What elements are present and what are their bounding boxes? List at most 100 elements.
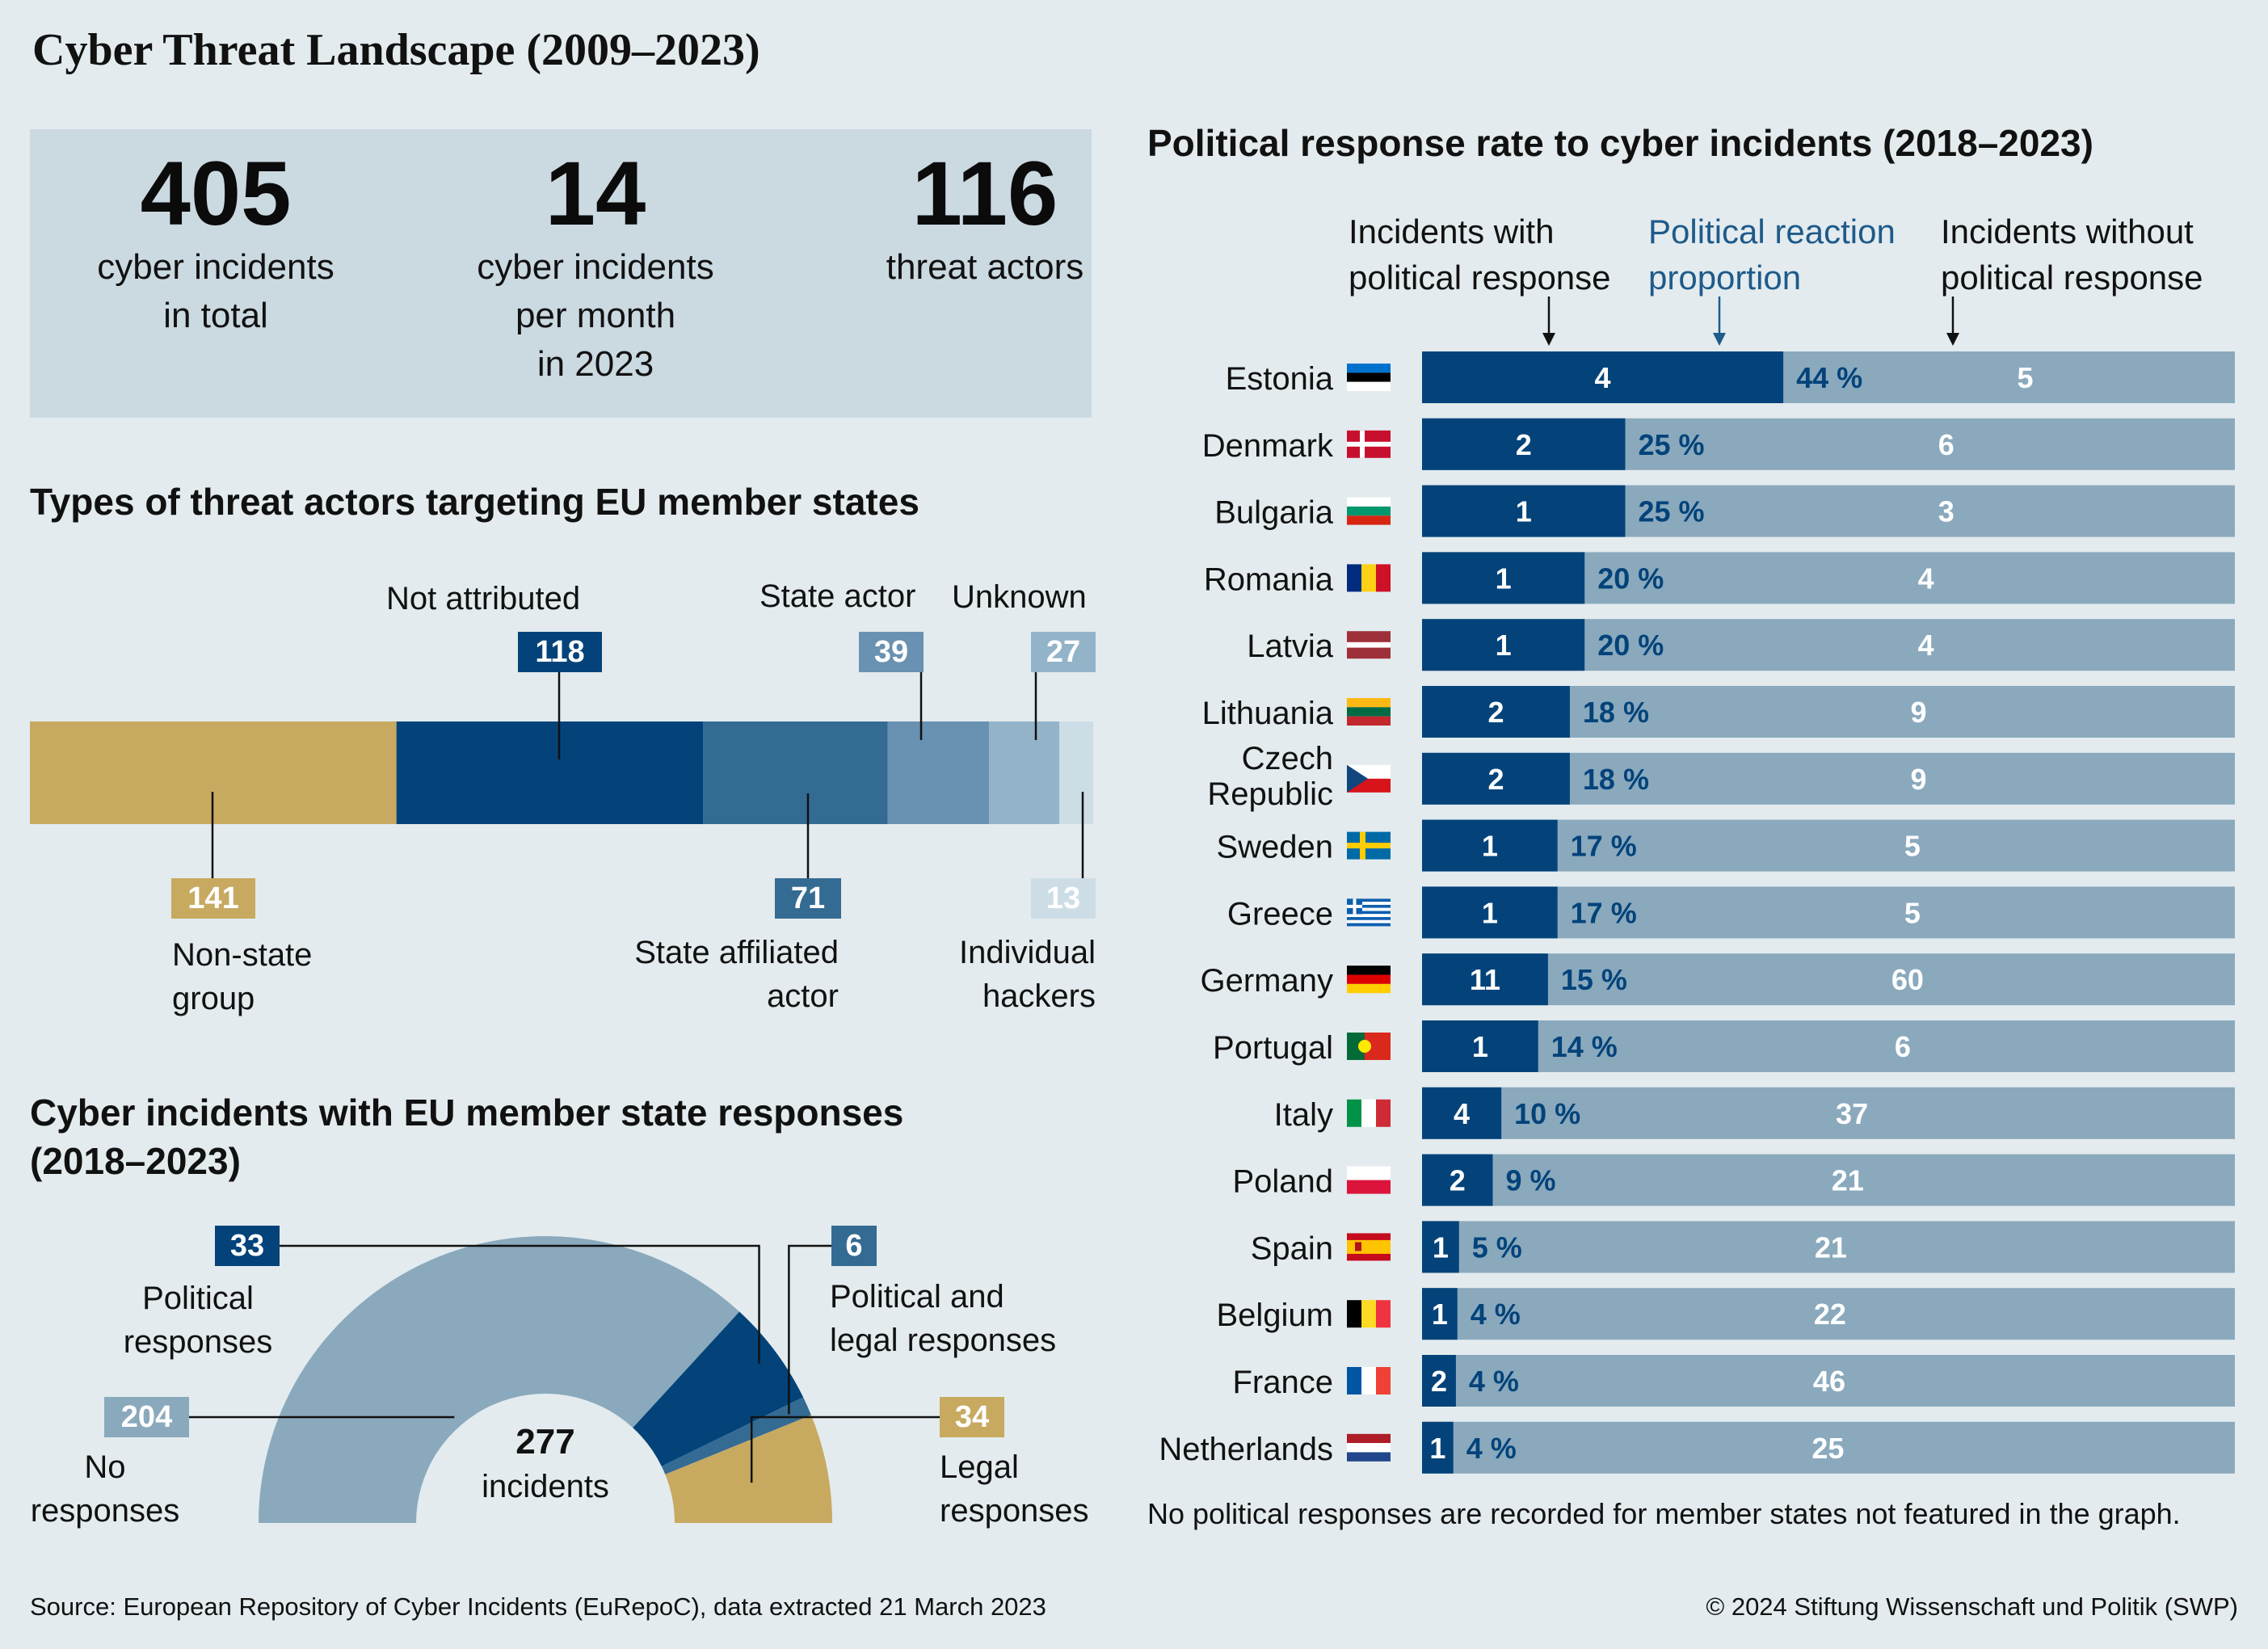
copyright-note: © 2024 Stiftung Wissenschaft und Politik… bbox=[1706, 1592, 2238, 1621]
responses-donut-svg bbox=[189, 1235, 940, 1523]
value-without-sweden: 5 bbox=[1904, 830, 1921, 863]
value-proportion-portugal: 14 % bbox=[1551, 1030, 1618, 1063]
label-individual-hackers: Individual hackers bbox=[958, 935, 1096, 1015]
country-label-latvia: Latvia bbox=[1247, 629, 1333, 664]
source-note: Source: European Repository of Cyber Inc… bbox=[30, 1592, 1046, 1621]
flag-icon-romania bbox=[1347, 564, 1391, 592]
value-label-no-responses: 204 bbox=[104, 1397, 189, 1437]
country-label-netherlands: Netherlands bbox=[1159, 1432, 1333, 1467]
bar-segment-state-actor bbox=[887, 721, 990, 824]
value-proportion-germany: 15 % bbox=[1561, 963, 1627, 996]
leader-line-political-responses bbox=[280, 1244, 760, 1364]
value-with-italy: 4 bbox=[1454, 1097, 1470, 1130]
stats-panel: 405 cyber incidents in total 14 cyber in… bbox=[30, 129, 1092, 418]
donut-slice-political-responses bbox=[633, 1311, 804, 1466]
bar-without-belgium bbox=[1422, 1288, 2235, 1340]
bar-with-lithuania bbox=[1422, 686, 1570, 738]
row-latvia: 1 20 % 4 Latvia bbox=[1247, 619, 2235, 671]
value-without-italy: 37 bbox=[1836, 1097, 1868, 1130]
row-spain: 1 5 % 21 Spain bbox=[1251, 1221, 2235, 1273]
value-with-poland: 2 bbox=[1450, 1164, 1466, 1197]
stat-label: cyber incidents per month in 2023 bbox=[477, 246, 714, 384]
country-label-belgium: Belgium bbox=[1216, 1298, 1333, 1333]
flag-icon-czech-republic bbox=[1347, 764, 1391, 793]
row-italy: 4 10 % 37 Italy bbox=[1274, 1087, 2235, 1139]
flag-icon-spain bbox=[1347, 1233, 1391, 1261]
bar-without-italy bbox=[1422, 1087, 2235, 1139]
leader-line-political-and-legal bbox=[788, 1244, 831, 1415]
threat-actors-bar-svg bbox=[30, 653, 1093, 878]
flag-icon-latvia bbox=[1347, 631, 1391, 659]
threat-actors-title: Types of threat actors targeting EU memb… bbox=[30, 481, 919, 523]
bar-with-spain bbox=[1422, 1221, 1459, 1273]
value-with-romania: 1 bbox=[1496, 562, 1512, 595]
value-with-portugal: 1 bbox=[1472, 1030, 1488, 1063]
value-proportion-denmark: 25 % bbox=[1639, 428, 1705, 461]
row-germany: 11 15 % 60 Germany bbox=[1201, 953, 2235, 1006]
response-rate-footnote: No political responses are recorded for … bbox=[1147, 1497, 2181, 1530]
bar-segment-state-affiliated-actor bbox=[703, 721, 888, 824]
header-reaction-proportion: Political reaction proportion bbox=[1648, 212, 1896, 297]
value-proportion-latvia: 20 % bbox=[1597, 629, 1664, 662]
label-state-actor: State actor bbox=[760, 578, 916, 614]
value-label-non-state-group: 141 bbox=[171, 878, 255, 919]
bar-without-netherlands bbox=[1422, 1421, 2235, 1474]
value-proportion-bulgaria: 25 % bbox=[1639, 495, 1705, 528]
country-label-greece: Greece bbox=[1227, 896, 1333, 932]
row-lithuania: 2 18 % 9 Lithuania bbox=[1202, 686, 2235, 738]
bar-with-denmark bbox=[1422, 418, 1626, 470]
stat-value: 14 bbox=[545, 143, 646, 244]
country-label-portugal: Portugal bbox=[1213, 1030, 1333, 1066]
bar-with-sweden bbox=[1422, 819, 1558, 872]
row-sweden: 1 17 % 5 Sweden bbox=[1216, 819, 2235, 872]
country-label-lithuania: Lithuania bbox=[1202, 696, 1334, 731]
bar-with-greece bbox=[1422, 886, 1558, 939]
value-with-bulgaria: 1 bbox=[1516, 495, 1532, 528]
value-label-not-attributed: 118 bbox=[518, 632, 602, 672]
bar-with-poland bbox=[1422, 1154, 1493, 1206]
stat-threat-actors: 116 threat actors bbox=[815, 145, 1155, 292]
value-proportion-italy: 10 % bbox=[1514, 1097, 1580, 1130]
bar-with-czech-republic bbox=[1422, 752, 1570, 805]
stat-label: cyber incidents in total bbox=[97, 246, 335, 335]
bar-with-bulgaria bbox=[1422, 485, 1626, 537]
label-legal-responses: Legal responses bbox=[940, 1449, 1089, 1529]
bar-without-spain bbox=[1422, 1221, 2235, 1273]
bar-with-romania bbox=[1422, 552, 1585, 604]
bar-segment-not-attributed bbox=[396, 721, 704, 824]
row-estonia: 4 44 % 5 Estonia bbox=[1226, 351, 2235, 403]
value-proportion-greece: 17 % bbox=[1571, 896, 1637, 929]
flag-icon-denmark bbox=[1347, 430, 1391, 458]
bar-segment-unknown bbox=[989, 721, 1060, 824]
value-proportion-spain: 5 % bbox=[1472, 1230, 1522, 1264]
value-without-portugal: 6 bbox=[1895, 1030, 1911, 1063]
donut-slice-legal-responses bbox=[665, 1415, 832, 1523]
value-with-czech-republic: 2 bbox=[1487, 763, 1504, 796]
value-without-latvia: 4 bbox=[1918, 629, 1934, 662]
threat-actors-chart: 141 118 71 39 27 13 Non-state group Not … bbox=[0, 0, 1131, 1050]
value-proportion-czech-republic: 18 % bbox=[1583, 763, 1649, 796]
arrow-without-head bbox=[1946, 333, 1959, 346]
label-no-responses: No responses bbox=[30, 1449, 180, 1529]
value-without-germany: 60 bbox=[1891, 963, 1924, 996]
value-without-czech-republic: 9 bbox=[1910, 763, 1926, 796]
flag-icon-portugal bbox=[1347, 1033, 1391, 1060]
country-label-bulgaria: Bulgaria bbox=[1214, 495, 1334, 531]
flag-icon-bulgaria bbox=[1347, 497, 1391, 525]
stat-total-incidents: 405 cyber incidents in total bbox=[46, 145, 385, 340]
flag-icon-italy bbox=[1347, 1099, 1391, 1127]
value-without-poland: 21 bbox=[1832, 1164, 1864, 1197]
value-proportion-estonia: 44 % bbox=[1796, 361, 1862, 394]
bar-without-poland bbox=[1422, 1154, 2235, 1206]
value-with-germany: 11 bbox=[1470, 963, 1500, 996]
value-with-estonia: 4 bbox=[1595, 361, 1611, 394]
bar-without-portugal bbox=[1422, 1020, 2235, 1072]
value-without-france: 46 bbox=[1813, 1365, 1845, 1398]
bar-without-germany bbox=[1422, 953, 2235, 1006]
value-proportion-lithuania: 18 % bbox=[1583, 696, 1649, 729]
value-without-denmark: 6 bbox=[1938, 428, 1955, 461]
arrow-with-head bbox=[1542, 333, 1555, 346]
value-with-belgium: 1 bbox=[1432, 1298, 1448, 1331]
donut-slice-no-responses bbox=[259, 1235, 740, 1523]
